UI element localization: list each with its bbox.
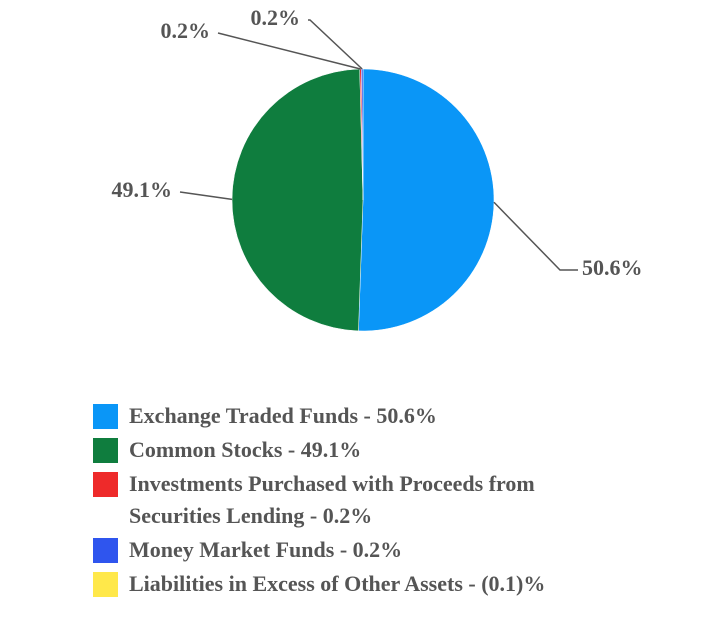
legend: Exchange Traded Funds - 50.6% Common Stoc… [93, 403, 569, 606]
leader-line [493, 201, 578, 271]
legend-swatch [93, 404, 118, 429]
data-label: 50.6% [582, 255, 643, 280]
legend-label: Exchange Traded Funds - 50.6% [129, 403, 437, 428]
data-label: 49.1% [112, 177, 173, 202]
legend-item: Common Stocks - 49.1% [93, 437, 569, 466]
chart: 50.6% 49.1% 0.2% 0.2% [112, 5, 643, 332]
legend-swatch [93, 472, 118, 497]
leader-line [308, 19, 363, 70]
legend-label: Liabilities in Excess of Other Assets - … [129, 571, 546, 596]
pie-slice [358, 68, 495, 332]
legend-item: Exchange Traded Funds - 50.6% [93, 403, 569, 432]
legend-item: Liabilities in Excess of Other Assets - … [93, 571, 569, 600]
legend-item: Investments Purchased with Proceeds from… [93, 471, 569, 532]
legend-label: Investments Purchased with Proceeds from… [129, 471, 535, 528]
legend-label: Common Stocks - 49.1% [129, 437, 362, 462]
legend-swatch [93, 572, 118, 597]
pie-slice [231, 68, 364, 332]
legend-item: Money Market Funds - 0.2% [93, 537, 569, 566]
leader-line [179, 191, 233, 201]
legend-swatch [93, 538, 118, 563]
leader-line [217, 32, 361, 70]
data-label: 0.2% [251, 5, 301, 30]
legend-swatch [93, 438, 118, 463]
data-label: 0.2% [161, 18, 211, 43]
legend-label: Money Market Funds - 0.2% [129, 537, 403, 562]
